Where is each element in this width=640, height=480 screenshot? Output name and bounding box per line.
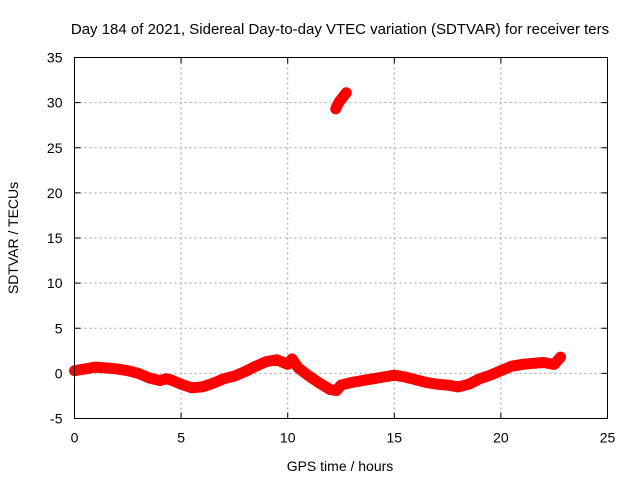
data-point <box>92 363 100 371</box>
data-point <box>134 369 142 377</box>
data-point <box>156 377 164 385</box>
data-point <box>316 379 324 387</box>
data-point <box>162 375 170 383</box>
data-point <box>166 376 174 384</box>
data-points <box>69 87 567 396</box>
data-point <box>444 381 452 389</box>
y-tick-label: 20 <box>47 185 63 201</box>
data-point <box>557 353 565 361</box>
y-tick-label: 25 <box>47 140 63 156</box>
data-point <box>326 386 334 394</box>
data-point <box>305 372 313 380</box>
data-point <box>332 105 340 113</box>
data-point <box>412 376 420 384</box>
data-point <box>113 365 121 373</box>
x-tick-label: 15 <box>387 430 403 446</box>
y-tick-label: 5 <box>55 320 63 336</box>
x-axis-label: GPS time / hours <box>287 458 394 474</box>
plot-frame <box>74 57 608 419</box>
x-tick-label: 20 <box>493 430 509 446</box>
data-point <box>348 378 356 386</box>
data-point <box>518 360 526 368</box>
data-point <box>252 362 260 370</box>
data-point <box>433 380 441 388</box>
y-tick-label: 15 <box>47 230 63 246</box>
data-point <box>401 373 409 381</box>
data-point <box>188 384 196 392</box>
data-series <box>330 87 352 115</box>
data-point <box>198 383 206 391</box>
data-point <box>262 358 270 366</box>
data-point <box>220 375 228 383</box>
data-point <box>209 379 217 387</box>
x-tick-label: 5 <box>177 430 185 446</box>
y-tick-labels: -5 0 5 10 15 20 25 30 35 <box>47 50 63 427</box>
data-point <box>465 380 473 388</box>
data-point <box>508 362 516 370</box>
y-tick-label: -5 <box>50 411 63 427</box>
data-point <box>333 387 341 395</box>
x-tick-label: 0 <box>71 430 79 446</box>
y-axis-label: SDTVAR / TECUs <box>5 182 21 294</box>
data-point <box>177 380 185 388</box>
data-point <box>390 371 398 379</box>
data-point <box>486 371 494 379</box>
data-point <box>337 381 345 389</box>
data-point <box>342 89 350 97</box>
y-tick-label: 0 <box>55 365 63 381</box>
data-point <box>476 375 484 383</box>
data-point <box>81 365 89 373</box>
data-point <box>124 367 132 375</box>
data-point <box>230 372 238 380</box>
data-point <box>369 375 377 383</box>
y-tick-label: 10 <box>47 275 63 291</box>
data-series <box>69 351 567 396</box>
data-point <box>102 364 110 372</box>
y-tick-label: 35 <box>47 50 63 66</box>
data-point <box>358 377 366 385</box>
data-point <box>145 374 153 382</box>
data-point <box>454 383 462 391</box>
data-point <box>273 356 281 364</box>
y-tick-label: 30 <box>47 95 63 111</box>
chart-title: Day 184 of 2021, Sidereal Day-to-day VTE… <box>71 21 609 38</box>
data-point <box>380 373 388 381</box>
data-point <box>540 359 548 367</box>
data-point <box>422 378 430 386</box>
data-point <box>288 355 296 363</box>
data-point <box>241 368 249 376</box>
data-point <box>294 364 302 372</box>
data-band <box>69 351 567 396</box>
x-tick-label: 10 <box>280 430 296 446</box>
x-tick-label: 25 <box>600 430 616 446</box>
data-point <box>550 360 558 368</box>
x-tick-labels: 0 5 10 15 20 25 <box>71 430 616 446</box>
data-point <box>529 359 537 367</box>
data-point <box>497 367 505 375</box>
data-point <box>334 100 342 108</box>
data-point <box>284 360 292 368</box>
